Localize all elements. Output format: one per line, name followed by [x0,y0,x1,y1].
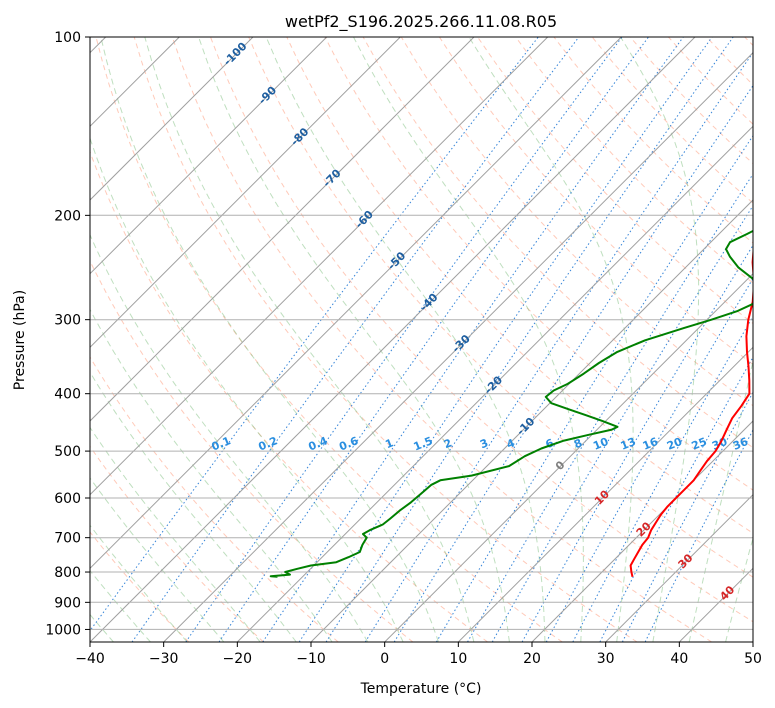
dry-adiabat-line [90,445,264,642]
mixing-ratio-line [521,244,753,642]
mixing-ratio-label: 16 [641,435,660,453]
isotherm-line [236,125,753,642]
isotherm-line [163,51,753,642]
x-axis-label: Temperature (°C) [360,681,482,697]
isotherm-line [90,37,696,642]
mixing-ratio-line [467,173,753,642]
mixing-ratio-line [185,37,623,642]
mixing-ratio-line [393,84,753,642]
moist-adiabat-line [90,371,297,642]
x-tick-label: 0 [380,651,389,667]
dry-adiabat-line [171,37,712,642]
moist-adiabat-line [90,308,333,642]
y-tick-label: 1000 [45,622,81,638]
y-tick-label: 900 [54,595,81,611]
mixing-ratio-label: 25 [690,435,709,453]
moist-adiabat-line [90,524,188,642]
dewpoint-profile [269,229,753,578]
x-tick-label: 50 [744,651,762,667]
mixing-ratio-line [644,428,753,642]
dry-adiabat-line [400,37,753,407]
y-tick-label: 500 [54,444,81,460]
moist-adiabat-line [265,37,546,642]
y-axis-label: Pressure (hPa) [12,290,28,390]
mixing-ratio-line [262,37,684,642]
moist-adiabat-line [90,569,151,642]
mixing-ratio-label: 36 [731,435,750,453]
x-tick-label: −30 [149,651,179,667]
isotherm-line [90,37,622,570]
moist-adiabat-line [725,536,753,642]
mixing-ratio-label: 13 [619,435,638,453]
moist-adiabat-line [100,37,439,642]
moist-adiabat-line [144,37,475,642]
isotherm-line [90,37,401,349]
dry-adiabat-line [210,37,753,623]
moist-adiabat-line [90,477,225,642]
isotherm-line [605,493,753,642]
sounding-profiles [269,229,753,578]
dry-adiabat-line [515,37,753,284]
dry-adiabat-line [95,37,563,642]
y-tick-label: 700 [54,531,81,547]
temperature-profile [629,244,753,578]
mixing-ratio-label: 2 [442,436,454,451]
isotherm-line [90,37,328,275]
x-axis: −40 −30 −20 −10 0 10 20 30 40 50 [75,642,762,667]
isotherm-line [90,37,549,496]
y-tick-label: 200 [54,208,81,224]
moist-adiabat-line [688,358,753,642]
isotherm-line [531,420,753,642]
x-tick-label: 30 [597,651,615,667]
y-tick-label: 800 [54,565,81,581]
dry-adiabat-line [438,37,753,366]
mixing-ratio-line [364,51,753,642]
y-tick-label: 300 [54,313,81,329]
mixing-ratio-line [491,204,753,642]
mixing-ratio-line [298,37,713,642]
mixing-ratio-line [545,277,753,642]
x-tick-label: −20 [223,651,253,667]
x-tick-label: 20 [523,651,541,667]
moist-adiabat-line [353,37,584,642]
y-tick-label: 600 [54,491,81,507]
isotherm-line [384,272,753,642]
isotherm-line [90,37,475,422]
plot-frame [89,36,754,643]
moist-adiabat-line [90,426,261,642]
mixing-ratio-line [435,134,753,642]
plot-background [90,37,753,642]
dry-adiabat-line [90,150,488,642]
dry-adiabat-line [248,37,753,578]
mixing-ratio-label: 1 [383,436,395,451]
x-tick-label: −10 [296,651,326,667]
moist-adiabat-line [198,37,510,642]
mixing-ratio-label: 8 [572,436,584,451]
isotherm-line [90,37,254,201]
x-tick-label: −40 [75,651,105,667]
mixing-ratio-line [90,37,539,632]
background-lines [90,37,753,642]
moist-adiabat-line [90,136,404,642]
mixing-ratio-label: 3 [478,436,490,451]
isotherm-line [457,346,753,642]
y-axis: 100 200 300 400 500 600 700 800 900 1000 [45,30,90,638]
dry-adiabat-line [90,531,190,642]
x-tick-label: 10 [449,651,467,667]
moist-adiabat-line [90,233,369,642]
mixing-ratio-label: 10 [591,435,610,453]
y-tick-label: 400 [54,387,81,403]
chart-title: wetPf2_S196.2025.266.11.08.R05 [285,12,557,32]
moist-adiabat-line [620,37,700,642]
isotherm-line [310,199,753,642]
mixing-ratio-label: 20 [665,435,684,453]
y-tick-label: 100 [54,30,81,46]
dry-adiabat-line [90,356,339,642]
dry-adiabat-line [133,37,638,642]
x-tick-label: 40 [670,651,688,667]
mixing-ratio-line [325,37,734,642]
